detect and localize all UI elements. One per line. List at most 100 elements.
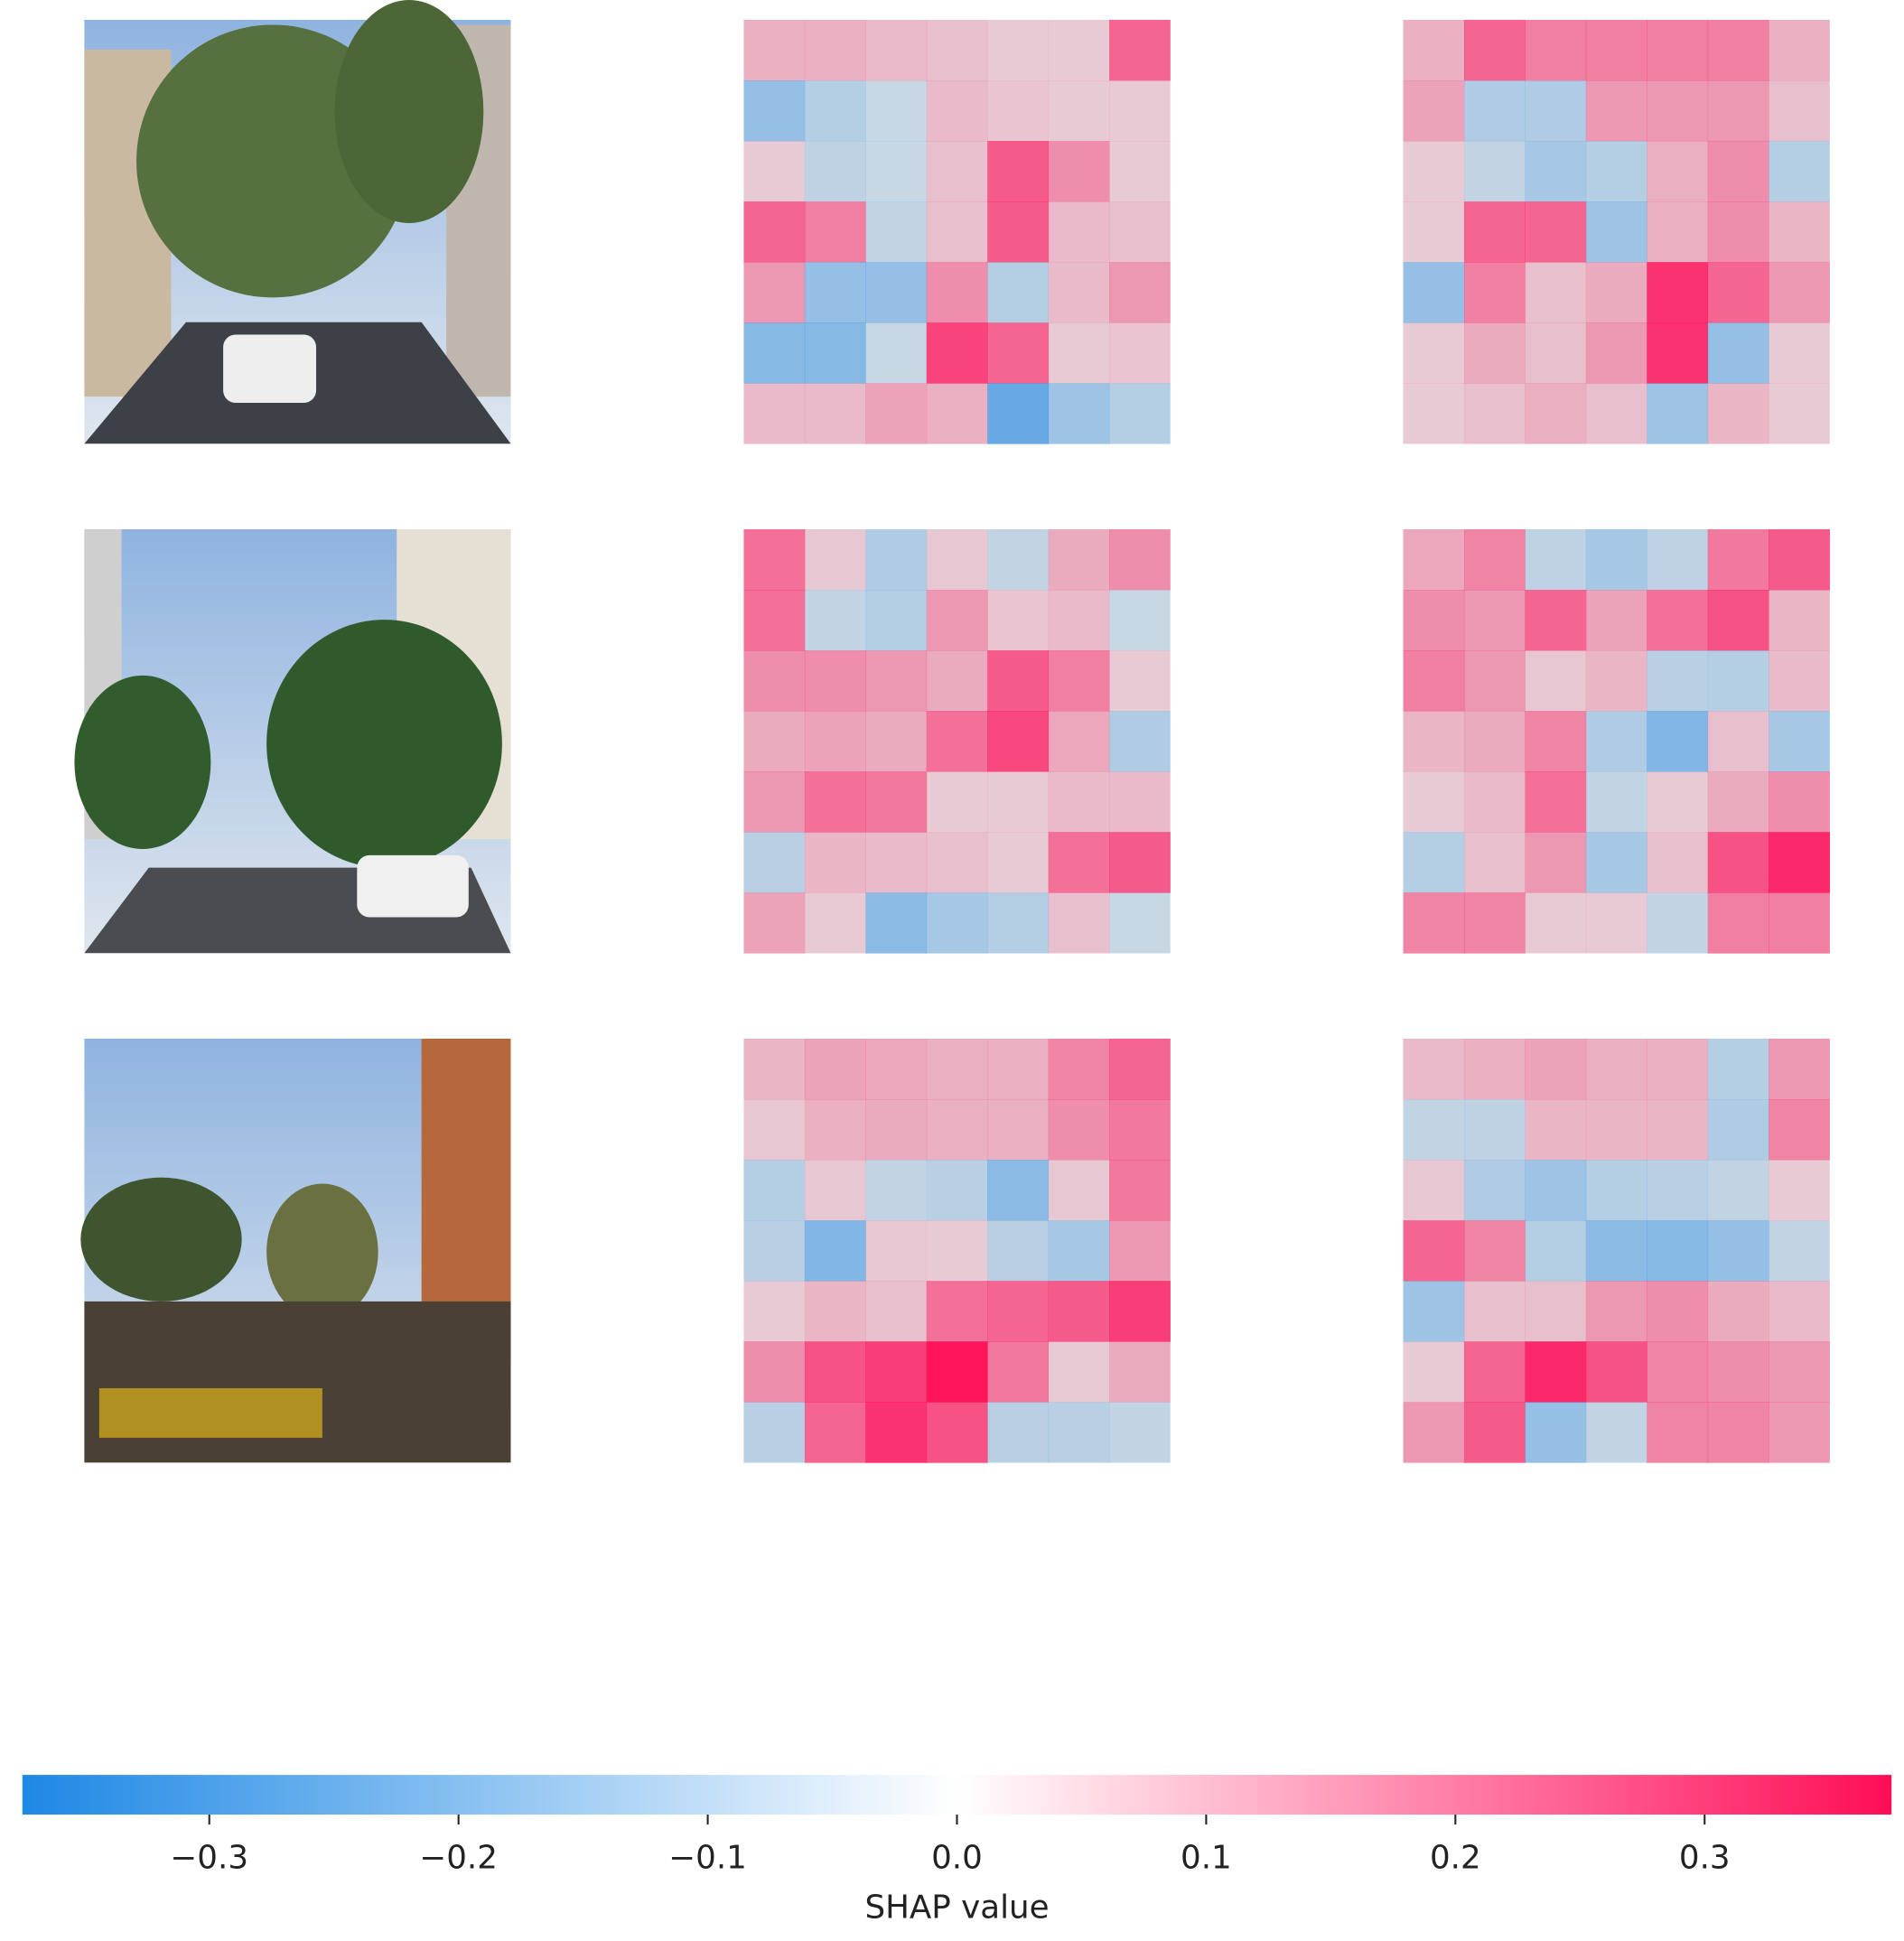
heatmap-cell	[1109, 650, 1171, 712]
heatmap-cell	[1109, 1220, 1171, 1282]
heatmap-cell	[1707, 322, 1769, 384]
heatmap-cell	[1525, 383, 1587, 444]
heatmap-cell	[1525, 711, 1587, 772]
heatmap-cell	[1403, 892, 1465, 954]
heatmap-cell	[1463, 711, 1526, 772]
heatmap-cell	[987, 80, 1050, 142]
heatmap-cell	[804, 80, 866, 142]
heatmap-cell	[743, 590, 806, 651]
heatmap-cell	[804, 1220, 866, 1282]
heatmap-cell	[1463, 383, 1526, 444]
heatmap-cell	[987, 19, 1050, 81]
heatmap-cell	[1463, 650, 1526, 712]
heatmap-cell	[987, 650, 1050, 712]
heatmap-cell	[865, 771, 928, 833]
heatmap-cell	[1707, 711, 1769, 772]
heatmap-cell	[1463, 1038, 1526, 1100]
heatmap-cell	[1525, 262, 1587, 323]
heatmap-cell	[1403, 650, 1465, 712]
heatmap-cell	[1463, 322, 1526, 384]
heatmap-cell	[1585, 1038, 1647, 1100]
heatmap-cell	[1585, 832, 1647, 893]
heatmap-cell	[1403, 19, 1465, 81]
heatmap-cell	[1647, 141, 1709, 202]
heatmap-cell	[1463, 1099, 1526, 1161]
heatmap-cell	[1109, 262, 1171, 323]
heatmap-cell	[1707, 19, 1769, 81]
heatmap-cell	[987, 262, 1050, 323]
heatmap-cell	[1585, 201, 1647, 263]
heatmap-cell	[987, 1402, 1050, 1463]
heatmap-cell	[1403, 262, 1465, 323]
heatmap-cell	[1403, 1160, 1465, 1221]
heatmap-cell	[865, 1402, 928, 1463]
heatmap-cell	[1109, 892, 1171, 954]
heatmap-cell	[1048, 528, 1110, 591]
heatmap-cell	[1463, 771, 1526, 833]
heatmap-cell	[1707, 771, 1769, 833]
heatmap-cell	[1585, 528, 1647, 591]
heatmap-cell	[804, 19, 866, 81]
photo	[84, 0, 511, 444]
heatmap-cell	[1403, 528, 1465, 591]
x-tick-label: −0.2	[419, 1839, 498, 1876]
heatmap-cell	[1647, 832, 1709, 893]
heatmap-cell	[1647, 1220, 1709, 1282]
heatmap-cell	[804, 711, 866, 772]
heatmap-cell	[1525, 1099, 1587, 1161]
heatmap-cell	[1109, 1099, 1171, 1161]
heatmap-cell	[1048, 590, 1110, 651]
heatmap-cell	[1585, 141, 1647, 202]
heatmap-cell	[804, 201, 866, 263]
heatmap-cell	[1403, 1220, 1465, 1282]
x-tick-label: 0.0	[931, 1839, 983, 1876]
heatmap-cell	[1463, 590, 1526, 651]
heatmap-cell	[1769, 590, 1830, 651]
heatmap-cell	[1109, 1038, 1171, 1100]
heatmap-cell	[743, 771, 806, 833]
heatmap-cell	[926, 528, 988, 591]
heatmap-cell	[1647, 528, 1709, 591]
heatmap-cell	[1525, 80, 1587, 142]
heatmap-cell	[743, 262, 806, 323]
heatmap-cell	[1585, 1402, 1647, 1463]
heatmap-cell	[1707, 1281, 1769, 1342]
heatmap-cell	[1525, 650, 1587, 712]
heatmap-cell	[1403, 771, 1465, 833]
heatmap-cell	[1048, 80, 1110, 142]
heatmap-cell	[1769, 650, 1830, 712]
heatmap-cell	[1769, 201, 1830, 263]
heatmap-cell	[1109, 141, 1171, 202]
heatmap-cell	[865, 892, 928, 954]
heatmap-cell	[926, 650, 988, 712]
heatmap-cell	[1463, 1281, 1526, 1342]
heatmap-cell	[1707, 1038, 1769, 1100]
heatmap-cell	[1585, 771, 1647, 833]
heatmap-cell	[1048, 1160, 1110, 1221]
heatmap-cell	[804, 1160, 866, 1221]
heatmap-cell	[743, 19, 806, 81]
heatmap-cell	[987, 1220, 1050, 1282]
heatmap-cell	[926, 590, 988, 651]
heatmap-cell	[1403, 201, 1465, 263]
heatmap-cell	[1048, 383, 1110, 444]
heatmap-cell	[1769, 1099, 1830, 1161]
heatmap-cell	[1647, 892, 1709, 954]
heatmap-cell	[1525, 1341, 1587, 1403]
heatmap-cell	[1769, 262, 1830, 323]
heatmap-cell	[1647, 19, 1709, 81]
heatmap-cell	[987, 590, 1050, 651]
heatmap-cell	[1463, 1160, 1526, 1221]
heatmap-cell	[1525, 322, 1587, 384]
heatmap-cell	[1048, 141, 1110, 202]
heatmap-cell	[926, 322, 988, 384]
heatmap-cell	[743, 711, 806, 772]
heatmap-cell	[804, 1341, 866, 1403]
heatmap-cell	[1647, 1402, 1709, 1463]
heatmap-cell	[926, 1341, 988, 1403]
heatmap-cell	[865, 528, 928, 591]
heatmap-cell	[1109, 528, 1171, 591]
heatmap-cell	[987, 1281, 1050, 1342]
heatmap-cell	[1769, 1038, 1830, 1100]
heatmap-cell	[743, 322, 806, 384]
